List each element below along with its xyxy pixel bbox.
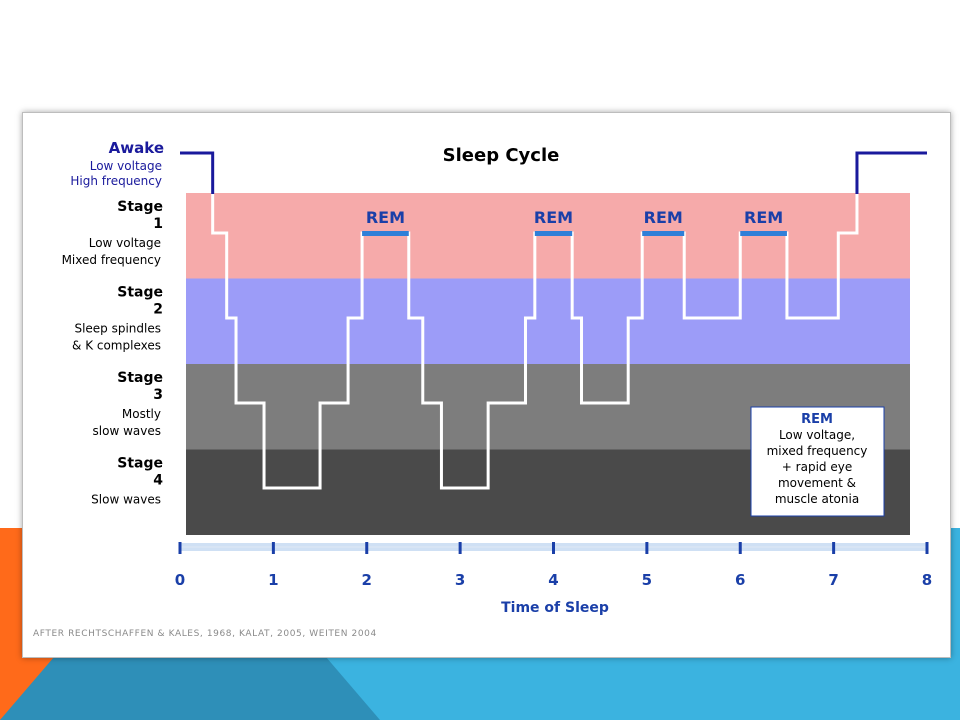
- awake-desc: Low voltage: [90, 159, 162, 173]
- x-tick-label: 3: [455, 571, 465, 589]
- stage-heading-stage4: Stage: [117, 456, 163, 472]
- rem-note-line: mixed frequency: [767, 444, 868, 458]
- stage-desc-stage4: Slow waves: [91, 493, 161, 507]
- stage-desc-stage2: Sleep spindles: [74, 322, 161, 336]
- x-tick-label: 7: [828, 571, 838, 589]
- band-stage2: [186, 278, 910, 364]
- stage-number-stage2: 2: [153, 302, 163, 318]
- stage-number-stage3: 3: [153, 387, 163, 403]
- rem-bar: [534, 231, 573, 236]
- awake-line-start: [180, 151, 215, 194]
- sleep-cycle-figure: Stage 1 Low voltage Mixed frequency Stage 2 Sl…: [22, 112, 951, 658]
- stage-number-stage4: 4: [153, 473, 163, 489]
- x-tick-label: 6: [735, 571, 745, 589]
- x-tick-label: 1: [268, 571, 278, 589]
- rem-bar: [362, 231, 409, 236]
- stage-desc-stage3: Mostly: [122, 407, 161, 421]
- rem-label: REM: [366, 208, 405, 227]
- rem-label: REM: [534, 208, 573, 227]
- x-tick-label: 8: [922, 571, 932, 589]
- rem-note-frame: [750, 406, 885, 517]
- stage-heading-stage1: Stage: [117, 199, 163, 215]
- rem-markers: REM REM REM REM: [362, 208, 787, 236]
- chart-title: Sleep Cycle: [443, 145, 560, 166]
- stage-desc-stage2: & K complexes: [72, 339, 161, 353]
- x-tick-label: 2: [362, 571, 372, 589]
- slide-teal-wedge: [0, 650, 380, 720]
- source-credit: AFTER RECHTSCHAFFEN & KALES, 1968, KALAT…: [33, 629, 377, 639]
- rem-bar: [642, 231, 685, 236]
- rem-note-title: REM: [801, 412, 833, 427]
- rem-label: REM: [744, 208, 783, 227]
- rem-note-line: + rapid eye: [782, 460, 852, 474]
- stage-heading-stage3: Stage: [117, 370, 163, 386]
- sleep-stage-line: [208, 151, 876, 490]
- x-tick-label: 4: [548, 571, 558, 589]
- x-tick-label: 0: [175, 571, 185, 589]
- awake-desc: High frequency: [70, 174, 162, 188]
- stage-bands: [186, 193, 910, 535]
- stage-heading-stage2: Stage: [117, 285, 163, 301]
- awake-label: Awake: [109, 139, 164, 157]
- rem-note-line: muscle atonia: [775, 492, 859, 506]
- hypnogram-trace: [180, 151, 927, 490]
- rem-bar: [740, 231, 787, 236]
- awake-line-end: [855, 151, 927, 194]
- x-tick-label: 5: [642, 571, 652, 589]
- stage-desc-stage1: Low voltage: [89, 236, 161, 250]
- stage-desc-stage3: slow waves: [93, 424, 161, 438]
- time-axis: 0 1 2 3 4 5 6 7 8: [175, 542, 932, 589]
- x-axis-label: Time of Sleep: [501, 600, 609, 616]
- rem-note-line: movement &: [778, 476, 856, 490]
- rem-note-line: Low voltage,: [779, 428, 855, 442]
- rem-label: REM: [644, 208, 683, 227]
- stage-number-stage1: 1: [153, 216, 163, 232]
- stage-desc-stage1: Mixed frequency: [62, 253, 161, 267]
